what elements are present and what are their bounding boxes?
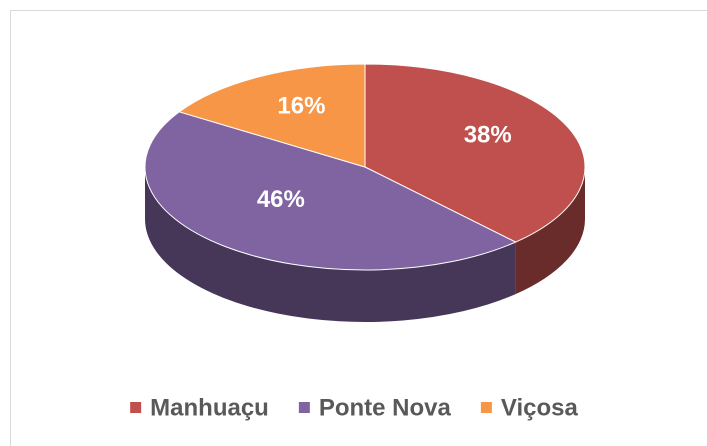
- legend-swatch: [298, 402, 310, 413]
- legend-swatch: [130, 402, 142, 413]
- pie-slice: [364, 63, 586, 243]
- legend-swatch: [480, 402, 492, 413]
- legend-label: Manhuaçu: [150, 394, 269, 421]
- pie-slice: [144, 111, 517, 271]
- legend-label: Ponte Nova: [319, 394, 452, 421]
- data-label: 16%: [277, 93, 325, 120]
- data-label: 46%: [257, 186, 305, 213]
- data-label: 38%: [464, 121, 512, 148]
- pie-slice-side: [145, 167, 516, 322]
- legend-label: Viçosa: [501, 394, 579, 421]
- pie-slice-side: [515, 167, 585, 295]
- pie-slice: [178, 63, 366, 168]
